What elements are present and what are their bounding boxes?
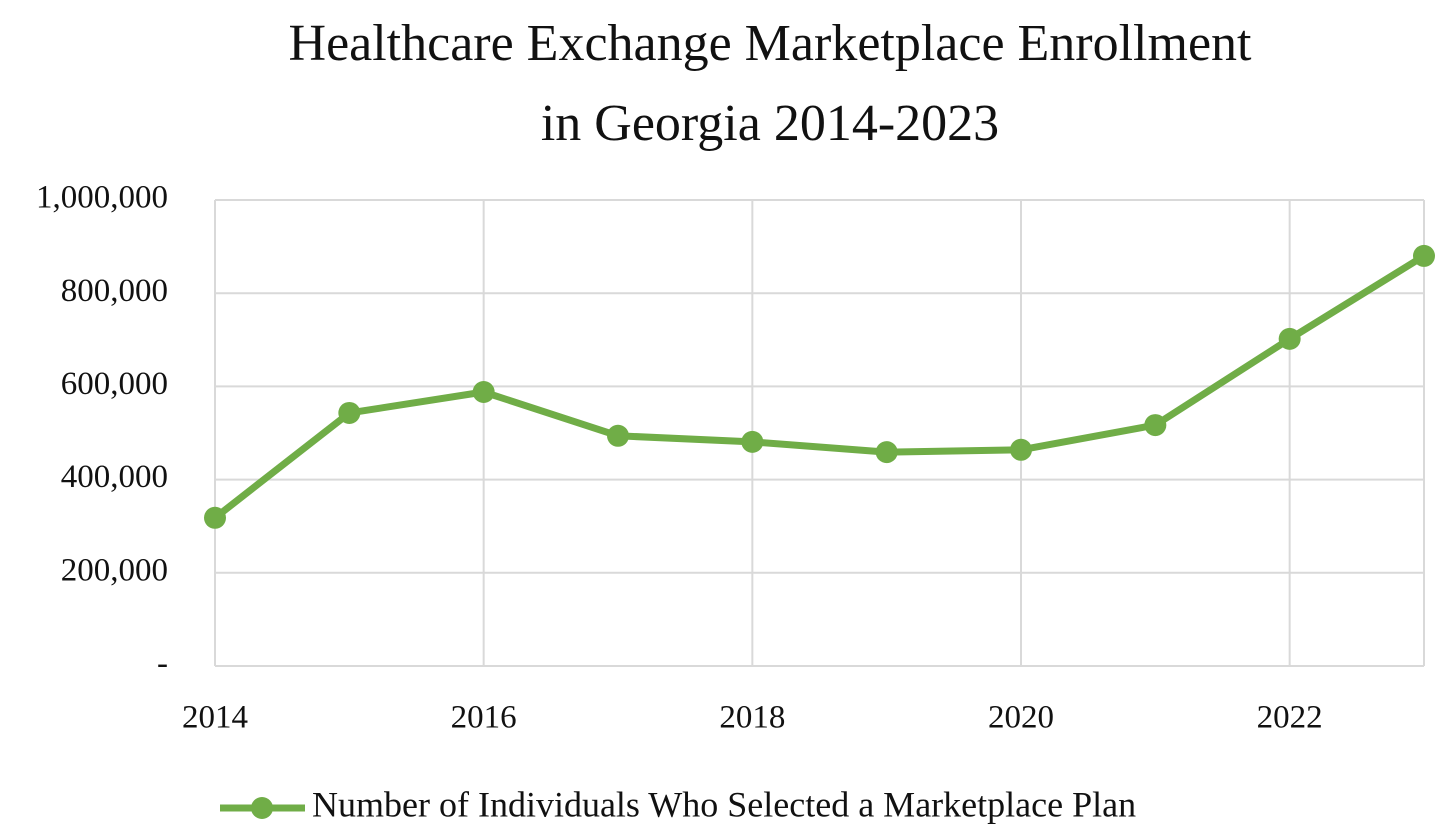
y-tick-label: 1,000,000 <box>36 180 168 216</box>
x-tick-label: 2018 <box>719 700 785 736</box>
legend-label: Number of Individuals Who Selected a Mar… <box>312 784 1136 824</box>
x-tick-label: 2022 <box>1257 700 1323 736</box>
legend-marker <box>251 797 273 819</box>
x-tick-label: 2016 <box>451 700 517 736</box>
data-point <box>741 430 764 453</box>
data-point <box>1010 438 1032 461</box>
y-tick-label: 200,000 <box>61 552 168 588</box>
data-point <box>338 401 361 424</box>
y-tick-label: 400,000 <box>61 459 168 495</box>
data-point <box>1278 327 1301 350</box>
data-point <box>1413 244 1435 267</box>
chart-title: Healthcare Exchange Marketplace Enrollme… <box>288 15 1252 152</box>
x-tick-label: 2014 <box>182 700 248 736</box>
data-point <box>607 424 629 447</box>
data-point <box>875 441 898 464</box>
data-point <box>204 506 226 529</box>
series-line <box>212 252 1426 521</box>
y-tick-label: 800,000 <box>61 273 168 309</box>
data-point <box>472 380 495 403</box>
data-point <box>1144 414 1167 437</box>
x-tick-label: 2020 <box>988 700 1054 736</box>
y-tick-label: 600,000 <box>61 366 168 402</box>
y-tick-label: - <box>157 646 168 682</box>
